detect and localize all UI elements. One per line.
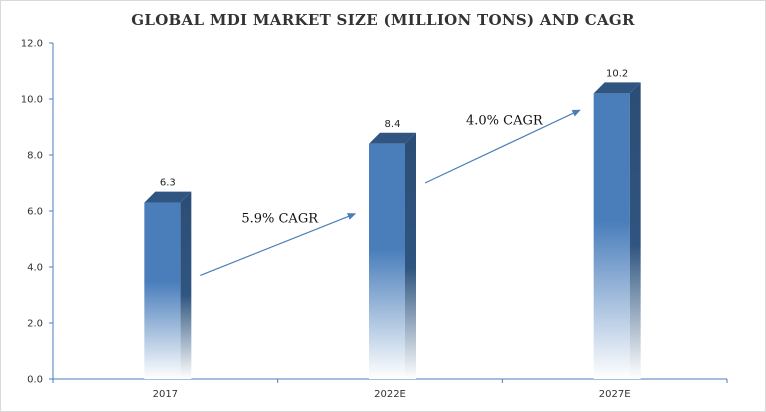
bar-front-face — [369, 143, 405, 379]
cagr-label: 4.0% CAGR — [466, 114, 544, 129]
bar — [144, 191, 192, 379]
y-tick-label: 8.0 — [27, 151, 43, 162]
bar-side-face — [405, 132, 416, 379]
bar — [369, 132, 416, 379]
bar-side-face — [629, 82, 641, 380]
y-tick-label: 12.0 — [21, 39, 43, 50]
data-label: 10.2 — [606, 68, 628, 79]
x-tick-label: 2017 — [153, 389, 178, 400]
bar-front-face — [593, 93, 630, 380]
bar-top-face — [369, 132, 416, 144]
cagr-label: 5.9% CAGR — [241, 212, 319, 227]
bar-top-face — [593, 82, 641, 94]
chart-title: GLOBAL MDI MARKET SIZE (MILLION TONS) AN… — [131, 11, 635, 29]
y-tick-label: 2.0 — [27, 319, 43, 330]
bar-front-face — [144, 202, 181, 379]
x-tick-label: 2027E — [599, 389, 631, 400]
bar-top-face — [144, 191, 192, 203]
y-tick-label: 10.0 — [21, 95, 43, 106]
bar-side-face — [180, 191, 192, 379]
x-tick-label: 2022E — [374, 389, 406, 400]
bars: 6.3 8.4 10.2 — [144, 68, 641, 380]
annotations: 5.9% CAGR 4.0% CAGR — [200, 109, 581, 276]
data-label: 6.3 — [160, 178, 176, 189]
y-tick-label: 0.0 — [27, 375, 43, 386]
cagr-arrow — [424, 109, 581, 184]
y-tick-label: 6.0 — [27, 207, 43, 218]
y-tick-label: 4.0 — [27, 263, 43, 274]
cagr-arrow — [200, 213, 357, 276]
data-label: 8.4 — [385, 119, 401, 130]
bar — [593, 82, 641, 380]
